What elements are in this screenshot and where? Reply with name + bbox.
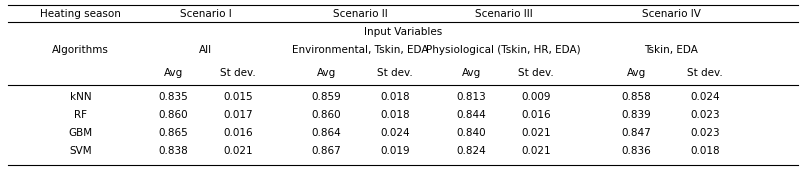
Text: St dev.: St dev.: [518, 68, 554, 78]
Text: 0.018: 0.018: [380, 92, 409, 102]
Text: 0.835: 0.835: [159, 92, 188, 102]
Text: 0.864: 0.864: [312, 128, 341, 138]
Text: 0.836: 0.836: [622, 146, 651, 156]
Text: Heating season: Heating season: [40, 9, 121, 19]
Text: 0.015: 0.015: [223, 92, 252, 102]
Text: 0.838: 0.838: [159, 146, 188, 156]
Text: 0.824: 0.824: [457, 146, 486, 156]
Text: kNN: kNN: [70, 92, 91, 102]
Text: St dev.: St dev.: [377, 68, 413, 78]
Text: 0.839: 0.839: [622, 110, 651, 120]
Text: Scenario II: Scenario II: [334, 9, 388, 19]
Text: 0.840: 0.840: [457, 128, 486, 138]
Text: 0.865: 0.865: [159, 128, 188, 138]
Text: 0.024: 0.024: [691, 92, 720, 102]
Text: 0.844: 0.844: [457, 110, 486, 120]
Text: 0.023: 0.023: [691, 128, 720, 138]
Text: 0.021: 0.021: [223, 146, 252, 156]
Text: SVM: SVM: [69, 146, 92, 156]
Text: GBM: GBM: [69, 128, 93, 138]
Text: 0.860: 0.860: [159, 110, 188, 120]
Text: 0.019: 0.019: [380, 146, 409, 156]
Text: Physiological (Tskin, HR, EDA): Physiological (Tskin, HR, EDA): [426, 45, 581, 55]
Text: St dev.: St dev.: [688, 68, 723, 78]
Text: Avg: Avg: [627, 68, 646, 78]
Text: Scenario III: Scenario III: [475, 9, 533, 19]
Text: 0.018: 0.018: [691, 146, 720, 156]
Text: 0.847: 0.847: [622, 128, 651, 138]
Text: Tskin, EDA: Tskin, EDA: [644, 45, 698, 55]
Text: 0.024: 0.024: [380, 128, 409, 138]
Text: Input Variables: Input Variables: [364, 27, 442, 37]
Text: 0.860: 0.860: [312, 110, 341, 120]
Text: 0.021: 0.021: [521, 128, 550, 138]
Text: Scenario IV: Scenario IV: [642, 9, 700, 19]
Text: Avg: Avg: [164, 68, 183, 78]
Text: RF: RF: [74, 110, 87, 120]
Text: 0.021: 0.021: [521, 146, 550, 156]
Text: 0.813: 0.813: [457, 92, 486, 102]
Text: 0.016: 0.016: [521, 110, 550, 120]
Text: 0.859: 0.859: [312, 92, 341, 102]
Text: Environmental, Tskin, EDA: Environmental, Tskin, EDA: [293, 45, 429, 55]
Text: Avg: Avg: [462, 68, 481, 78]
Text: 0.858: 0.858: [622, 92, 651, 102]
Text: St dev.: St dev.: [220, 68, 256, 78]
Text: Avg: Avg: [317, 68, 336, 78]
Text: 0.016: 0.016: [223, 128, 252, 138]
Text: All: All: [199, 45, 212, 55]
Text: Algorithms: Algorithms: [52, 45, 109, 55]
Text: 0.023: 0.023: [691, 110, 720, 120]
Text: 0.018: 0.018: [380, 110, 409, 120]
Text: 0.009: 0.009: [521, 92, 550, 102]
Text: Scenario I: Scenario I: [180, 9, 231, 19]
Text: 0.017: 0.017: [223, 110, 252, 120]
Text: 0.867: 0.867: [312, 146, 341, 156]
